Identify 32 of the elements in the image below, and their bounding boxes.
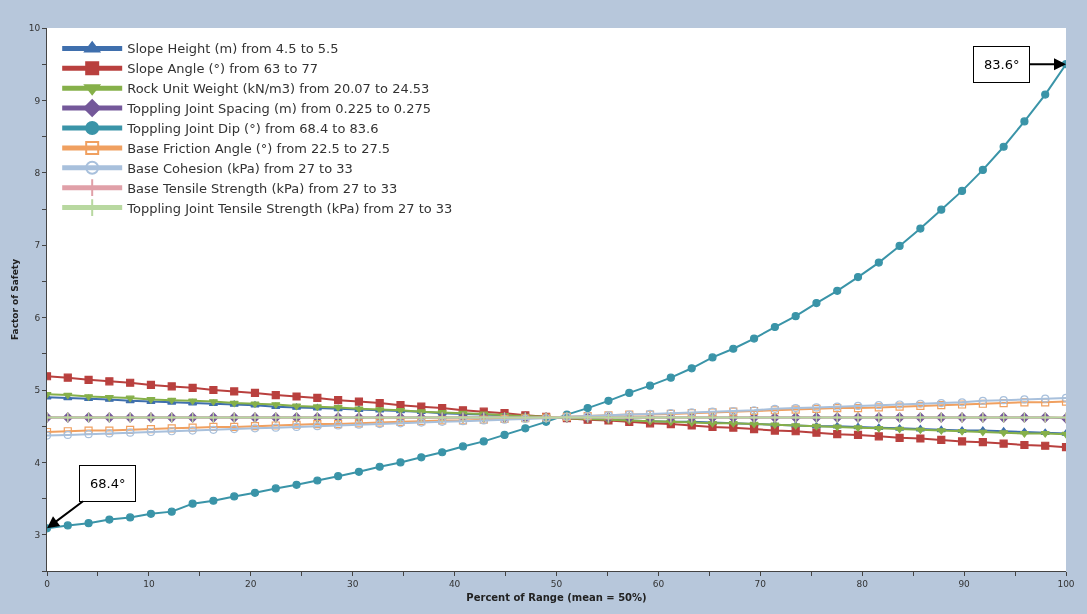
x-tick-label: 60 xyxy=(652,578,665,589)
y-tick-label: 8 xyxy=(34,167,41,178)
annotation: 68.4° xyxy=(90,476,126,491)
legend-label: Base Cohesion (kPa) from 27 to 33 xyxy=(127,160,353,176)
y-tick-label: 5 xyxy=(34,385,41,396)
y-tick-label: 7 xyxy=(34,240,41,251)
legend-label: Toppling Joint Dip (°) from 68.4 to 83.6 xyxy=(126,121,379,137)
legend-label: Base Tensile Strength (kPa) from 27 to 33 xyxy=(127,180,398,196)
x-tick-label: 40 xyxy=(448,578,461,589)
legend-label: Slope Angle (°) from 63 to 77 xyxy=(127,61,319,77)
x-tick-label: 80 xyxy=(856,578,869,589)
x-tick-label: 10 xyxy=(143,578,155,589)
x-tick-label: 0 xyxy=(44,578,51,589)
x-tick-label: 70 xyxy=(754,578,767,589)
y-tick-label: 3 xyxy=(34,529,41,540)
legend-label: Toppling Joint Spacing (m) from 0.225 to 0.275 xyxy=(126,101,432,117)
y-tick-label: 6 xyxy=(34,312,41,323)
x-tick-label: 90 xyxy=(958,578,971,589)
x-tick-label: 50 xyxy=(550,578,563,589)
y-tick-label: 9 xyxy=(34,95,41,106)
x-tick-label: 100 xyxy=(1057,578,1075,589)
annotation: 83.6° xyxy=(984,57,1020,72)
x-tick-label: 20 xyxy=(245,578,257,589)
legend-label: Rock Unit Weight (kN/m3) from 20.07 to 24.53 xyxy=(127,81,430,97)
x-tick-label: 30 xyxy=(346,578,359,589)
legend-label: Toppling Joint Tensile Strength (kPa) from 27 to 33 xyxy=(126,200,453,216)
x-axis-title: Percent of Range (mean = 50%) xyxy=(466,592,647,604)
y-axis-title: Factor of Safety xyxy=(10,258,21,341)
legend-label: Base Friction Angle (°) from 22.5 to 27.5 xyxy=(127,140,391,156)
y-tick-label: 10 xyxy=(28,23,41,34)
y-tick-label: 4 xyxy=(34,457,41,468)
legend-label: Slope Height (m) from 4.5 to 5.5 xyxy=(127,41,339,57)
